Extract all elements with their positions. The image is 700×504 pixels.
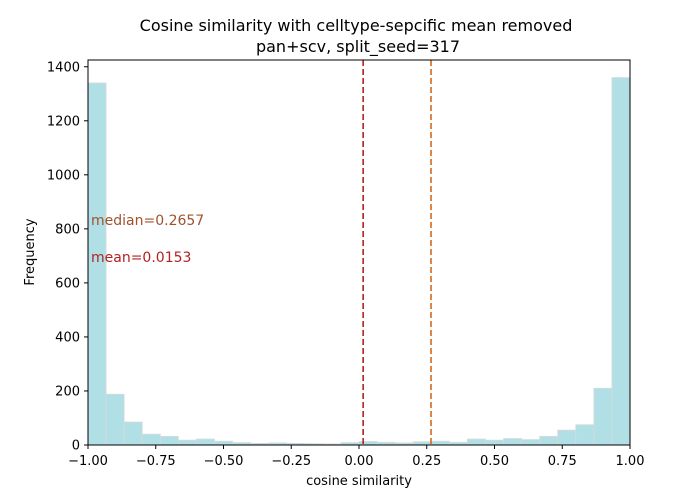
median-annotation: median=0.2657 bbox=[91, 213, 204, 229]
histogram-bar bbox=[430, 440, 450, 446]
annotations-layer: median=0.2657 mean=0.0153 bbox=[91, 213, 204, 266]
histogram-bar bbox=[593, 387, 613, 446]
x-tick-label: −0.75 bbox=[136, 454, 176, 469]
histogram-bar bbox=[521, 439, 541, 446]
x-axis-ticks: −1.00 −0.75 −0.50 −0.25 0.00 0.25 0.50 0.75 1.00 bbox=[68, 445, 644, 469]
x-tick-label: 0.75 bbox=[548, 454, 577, 469]
x-tick-label: −1.00 bbox=[68, 454, 108, 469]
x-tick-label: 1.00 bbox=[616, 454, 645, 469]
histogram-bar bbox=[466, 438, 486, 446]
chart-title: Cosine similarity with celltype-sepcific… bbox=[140, 16, 573, 35]
y-tick-label: 0 bbox=[72, 439, 80, 454]
mean-annotation: mean=0.0153 bbox=[91, 250, 191, 266]
histogram-bar bbox=[123, 421, 143, 446]
histogram-bar bbox=[611, 77, 631, 446]
reference-lines-layer bbox=[362, 60, 432, 445]
y-tick-label: 600 bbox=[55, 276, 80, 291]
y-axis-label: Frequency bbox=[23, 218, 38, 285]
histogram-bar bbox=[557, 429, 577, 446]
histogram-bar bbox=[358, 441, 378, 446]
x-tick-label: −0.50 bbox=[204, 454, 244, 469]
histogram-bar bbox=[159, 435, 179, 446]
histogram-bar bbox=[105, 393, 125, 446]
x-tick-label: 0.25 bbox=[412, 454, 441, 469]
bars-layer bbox=[87, 77, 631, 446]
y-tick-label: 400 bbox=[55, 330, 80, 345]
y-tick-label: 1000 bbox=[47, 168, 80, 183]
y-axis-ticks: 0 200 400 600 800 1000 1200 1400 bbox=[47, 60, 88, 454]
y-tick-label: 800 bbox=[55, 222, 80, 237]
y-tick-label: 200 bbox=[55, 384, 80, 399]
x-axis-label: cosine similarity bbox=[306, 474, 412, 489]
x-tick-label: −0.25 bbox=[271, 454, 311, 469]
histogram-bar bbox=[214, 440, 233, 446]
x-tick-label: 0.50 bbox=[480, 454, 509, 469]
histogram-bar bbox=[195, 438, 215, 446]
histogram-bar bbox=[503, 438, 522, 446]
y-tick-label: 1400 bbox=[47, 60, 80, 75]
x-tick-label: 0.00 bbox=[345, 454, 374, 469]
histogram-bar bbox=[177, 439, 197, 446]
histogram-bar bbox=[141, 433, 161, 446]
histogram-bar bbox=[485, 439, 504, 446]
histogram-bar bbox=[575, 424, 595, 446]
chart-subtitle: pan+scv, split_seed=317 bbox=[256, 37, 460, 57]
histogram-bar bbox=[539, 435, 559, 446]
y-tick-label: 1200 bbox=[47, 114, 80, 129]
